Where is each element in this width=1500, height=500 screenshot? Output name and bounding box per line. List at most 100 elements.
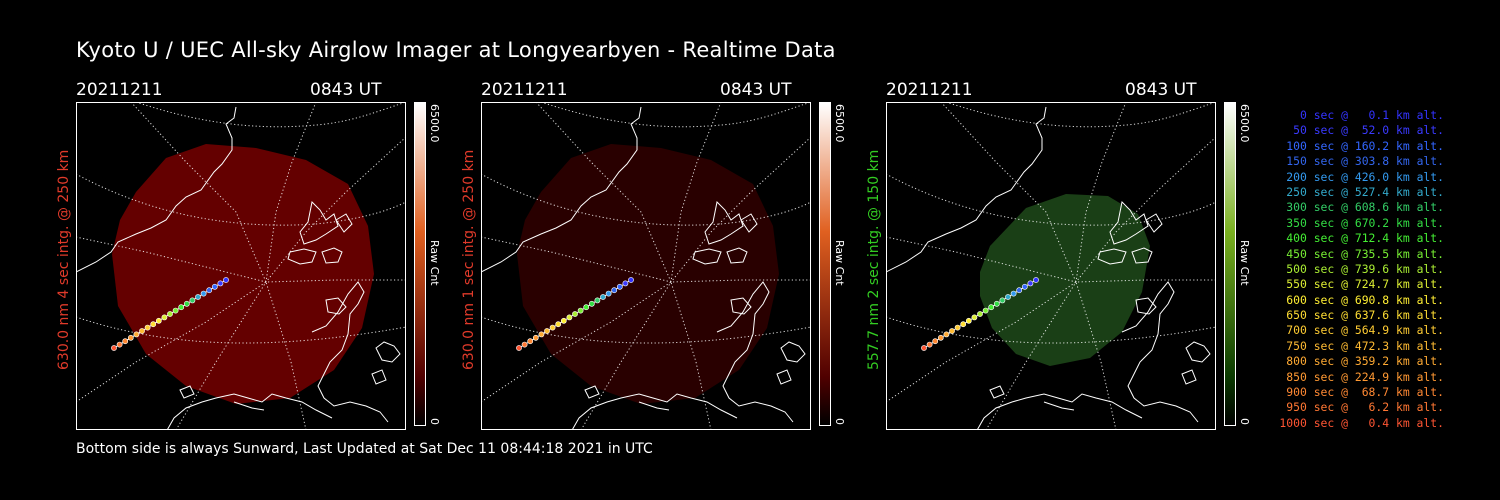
graticule-line bbox=[265, 136, 406, 283]
emission-region bbox=[980, 194, 1150, 366]
colorbar bbox=[1224, 102, 1236, 426]
allsky-map bbox=[886, 102, 1216, 430]
emission-region bbox=[112, 144, 374, 404]
legend-row: 50 sec @ 52.0 km alt. bbox=[1293, 123, 1444, 138]
coastline bbox=[311, 281, 389, 423]
trajectory-point bbox=[993, 300, 1000, 307]
coastline bbox=[1121, 281, 1199, 423]
panel-time: 0843 UT bbox=[310, 80, 382, 100]
trajectory-point bbox=[611, 287, 618, 294]
trajectory-point bbox=[1010, 290, 1017, 297]
trajectory-point bbox=[594, 297, 601, 304]
trajectory-point bbox=[943, 331, 950, 338]
coastline bbox=[692, 248, 722, 265]
coastline bbox=[989, 385, 1005, 399]
graticule-line bbox=[670, 136, 811, 283]
coastline bbox=[481, 106, 642, 273]
trajectory-point bbox=[116, 341, 123, 348]
coastline bbox=[1109, 200, 1149, 245]
colorbar-max-label: 6500.0 bbox=[833, 104, 846, 143]
panel-date: 20211211 bbox=[76, 80, 163, 100]
graticule-line bbox=[985, 281, 1077, 430]
trajectory-point bbox=[977, 311, 983, 317]
coastline bbox=[287, 248, 317, 265]
trajectory-point bbox=[1021, 283, 1028, 290]
coastline bbox=[233, 401, 265, 411]
panel-time: 0843 UT bbox=[720, 80, 792, 100]
trajectory-point bbox=[549, 324, 556, 331]
coastline bbox=[1185, 341, 1211, 363]
map-frame bbox=[76, 102, 406, 430]
colorbar bbox=[414, 102, 426, 426]
graticule-line bbox=[940, 102, 1077, 283]
trajectory-point bbox=[217, 280, 224, 287]
graticule-line bbox=[481, 173, 811, 226]
legend-row: 750 sec @ 472.3 km alt. bbox=[1286, 338, 1444, 353]
coastline bbox=[321, 247, 343, 264]
legend-row: 1000 sec @ 0.4 km alt. bbox=[1279, 415, 1444, 430]
coastline bbox=[1181, 369, 1197, 385]
colorbar-min-label: 0 bbox=[833, 418, 846, 425]
colorbar-min-label: 0 bbox=[1238, 418, 1251, 425]
trajectory-point bbox=[605, 290, 612, 297]
coastline bbox=[371, 369, 387, 385]
coastline bbox=[179, 385, 195, 399]
trajectory-point bbox=[150, 321, 157, 328]
trajectory-point bbox=[111, 345, 117, 351]
coastline bbox=[716, 281, 794, 423]
trajectory-point bbox=[206, 287, 213, 294]
trajectory-point bbox=[178, 304, 185, 311]
legend-row: 500 sec @ 739.6 km alt. bbox=[1286, 261, 1444, 276]
trajectory-point bbox=[532, 334, 539, 341]
graticule-line bbox=[670, 102, 722, 283]
trajectory-point bbox=[189, 297, 196, 304]
graticule-line bbox=[76, 173, 406, 226]
trajectory-point bbox=[971, 314, 978, 321]
trajectory-point bbox=[616, 283, 623, 290]
allsky-map bbox=[481, 102, 811, 430]
legend-row: 0 sec @ 0.1 km alt. bbox=[1299, 108, 1444, 122]
coastline bbox=[1043, 401, 1075, 411]
trajectory-point bbox=[527, 338, 534, 345]
coastline bbox=[776, 369, 792, 385]
coastline bbox=[976, 393, 1143, 430]
trajectory-point bbox=[200, 290, 207, 297]
graticule-line bbox=[175, 281, 267, 430]
trajectory-point bbox=[988, 304, 995, 311]
panel-ylabel: 630.0 nm 1 sec intg. @ 250 km bbox=[461, 149, 477, 370]
trajectory-point bbox=[167, 311, 173, 317]
colorbar-unit-label: Raw Cnt bbox=[428, 240, 441, 286]
trajectory-point bbox=[588, 300, 595, 307]
trajectory-point bbox=[1027, 280, 1034, 287]
panel-ylabel: 557.7 nm 2 sec intg. @ 150 km bbox=[866, 149, 882, 370]
coastline bbox=[704, 200, 744, 245]
trajectory-point bbox=[572, 311, 578, 317]
airglow-panel-557nm-2sec: 20211211 0843 UT 557.7 nm 2 sec intg. @ … bbox=[866, 80, 1286, 430]
trajectory-point bbox=[1033, 277, 1039, 283]
trajectory-point bbox=[583, 304, 590, 311]
trajectory-point bbox=[937, 334, 944, 341]
coastline bbox=[1131, 247, 1153, 264]
map-frame bbox=[886, 102, 1216, 430]
graticule-line bbox=[580, 281, 672, 430]
page-title: Kyoto U / UEC All-sky Airglow Imager at … bbox=[76, 38, 836, 62]
legend-row: 650 sec @ 637.6 km alt. bbox=[1286, 308, 1444, 323]
coastline bbox=[571, 393, 738, 430]
coastline bbox=[299, 200, 339, 245]
airglow-panel-630nm-1sec: 20211211 0843 UT 630.0 nm 1 sec intg. @ … bbox=[461, 80, 881, 430]
trajectory-point bbox=[1016, 287, 1023, 294]
trajectory-point bbox=[516, 345, 522, 351]
legend-row: 450 sec @ 735.5 km alt. bbox=[1286, 246, 1444, 261]
trajectory-point bbox=[622, 280, 629, 287]
legend-row: 300 sec @ 608.6 km alt. bbox=[1286, 200, 1444, 215]
coastline bbox=[886, 106, 1047, 273]
trajectory-point bbox=[144, 324, 151, 331]
legend-row: 850 sec @ 224.9 km alt. bbox=[1286, 369, 1444, 384]
map-frame bbox=[481, 102, 811, 430]
coastline bbox=[1097, 248, 1127, 265]
trajectory-point bbox=[965, 317, 972, 324]
coastline bbox=[780, 341, 806, 363]
coastline bbox=[1135, 297, 1157, 315]
trajectory-point bbox=[133, 331, 140, 338]
legend-row: 400 sec @ 712.4 km alt. bbox=[1286, 231, 1444, 246]
